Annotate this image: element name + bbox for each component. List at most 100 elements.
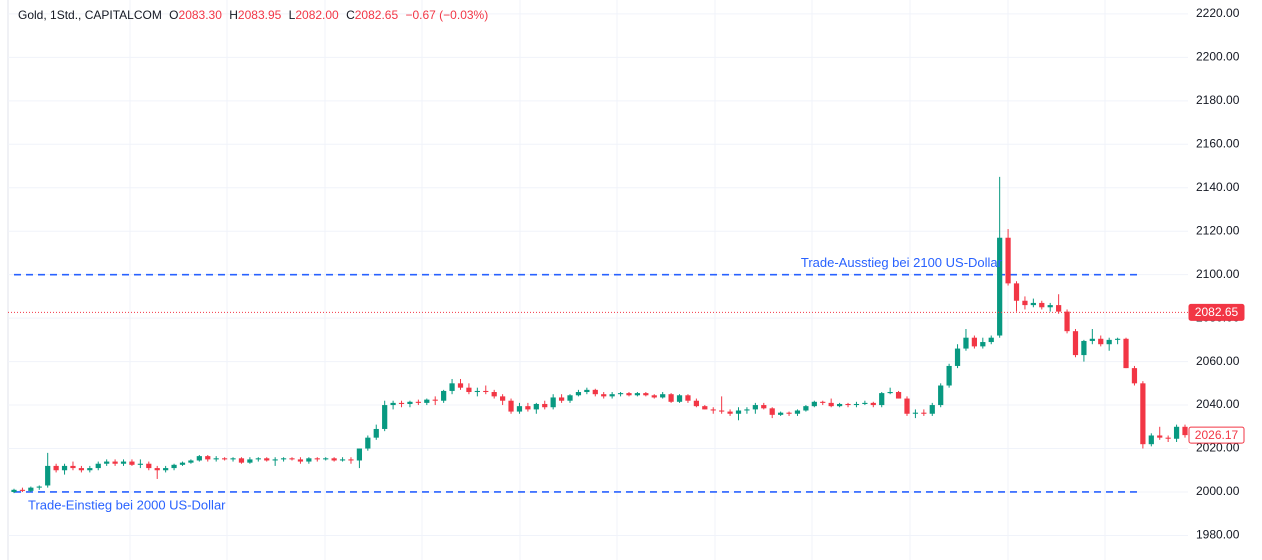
candle-body <box>643 393 649 396</box>
y-tick-label: 1980.00 <box>1196 528 1240 542</box>
candle-body <box>188 460 194 463</box>
y-tick-label: 2200.00 <box>1196 50 1240 64</box>
candle-body <box>331 458 337 461</box>
price-badge-label: 2082.65 <box>1195 305 1239 319</box>
candle-body <box>617 393 624 395</box>
candle-body <box>676 395 683 402</box>
candle-body <box>912 412 919 414</box>
candle-body <box>988 337 994 343</box>
grid <box>7 0 1188 560</box>
candle-body <box>398 402 405 404</box>
candle-body <box>1148 435 1154 445</box>
candle-body <box>542 403 548 408</box>
candle-body <box>196 456 202 461</box>
candle-body <box>752 405 758 410</box>
candle-body <box>895 392 902 399</box>
candle-body <box>668 394 674 402</box>
candle-body <box>356 448 363 461</box>
candle-body <box>1047 305 1053 308</box>
candle-body <box>154 468 160 471</box>
candle-body <box>78 468 85 471</box>
candle-body <box>735 410 742 414</box>
open-label: O <box>169 8 178 22</box>
candle-body <box>794 410 801 414</box>
low-value: 2082.00 <box>295 8 339 22</box>
candle-body <box>651 395 657 398</box>
candle-body <box>634 393 641 396</box>
candle-body <box>179 462 186 465</box>
y-tick-label: 2020.00 <box>1196 441 1240 455</box>
candle-body <box>230 458 236 460</box>
candle-body <box>213 458 219 460</box>
candle-body <box>685 395 691 401</box>
candle-body <box>660 394 666 398</box>
candle-body <box>811 401 817 407</box>
candle-body <box>550 397 556 408</box>
candle-body <box>1106 339 1112 345</box>
candle-body <box>954 348 961 366</box>
candle-body <box>1022 300 1028 306</box>
candle-body <box>1165 437 1171 439</box>
candle-body <box>601 394 607 397</box>
candle-body <box>1089 338 1095 341</box>
candle-body <box>693 400 699 407</box>
candle-body <box>702 406 708 410</box>
candle-body <box>1131 368 1138 384</box>
candle-body <box>221 458 228 460</box>
candle-body <box>719 410 725 412</box>
y-tick-label: 2180.00 <box>1196 93 1240 107</box>
candle-body <box>533 403 539 410</box>
candle-body <box>963 337 969 349</box>
candle-body <box>853 403 860 406</box>
candle-body <box>778 412 784 415</box>
candle-body <box>348 459 354 461</box>
candle-body <box>710 409 716 411</box>
y-tick-label: 2040.00 <box>1196 397 1240 411</box>
y-tick-label: 2160.00 <box>1196 136 1240 150</box>
price-badge <box>1188 426 1245 444</box>
candle-body <box>1064 311 1070 332</box>
candle-body <box>432 399 438 401</box>
candle-body <box>1005 237 1011 284</box>
candle-body <box>1081 340 1087 356</box>
candle-body <box>19 489 26 491</box>
candle-body <box>921 412 927 414</box>
candle-body <box>567 395 573 401</box>
candle-body <box>1123 338 1129 369</box>
candle-body <box>1072 331 1079 356</box>
candle-body <box>575 392 582 396</box>
candle-body <box>862 402 868 404</box>
candle-body <box>306 458 312 462</box>
candle-body <box>769 408 775 415</box>
candle-body <box>129 461 135 465</box>
candle-body <box>820 401 826 403</box>
candle-body <box>946 365 952 386</box>
candle-body <box>171 464 177 469</box>
candle-body <box>1056 305 1062 312</box>
y-tick-label: 2220.00 <box>1196 6 1240 20</box>
candle-body <box>1140 383 1146 445</box>
candle-body <box>373 428 379 438</box>
candle-body <box>339 459 346 461</box>
candle-body <box>272 459 278 461</box>
candle-body <box>1182 426 1188 436</box>
price-badge-label: 2026.17 <box>1195 428 1239 442</box>
candle-body <box>53 465 59 471</box>
candle-body <box>382 405 388 429</box>
candle-body <box>727 411 733 414</box>
high-label: H <box>229 8 238 22</box>
candle-body <box>887 392 893 394</box>
y-tick-label: 2100.00 <box>1196 267 1240 281</box>
candle-body <box>415 401 421 403</box>
candle-body <box>238 458 245 463</box>
candle-body <box>938 385 944 406</box>
candle-body <box>508 400 514 412</box>
price-badge <box>1188 303 1245 321</box>
candle-body <box>626 393 632 396</box>
change: −0.67 (−0.03%) <box>405 8 488 22</box>
candle-body <box>491 392 497 397</box>
y-tick-label: 2060.00 <box>1196 354 1240 368</box>
candle-body <box>323 458 329 460</box>
